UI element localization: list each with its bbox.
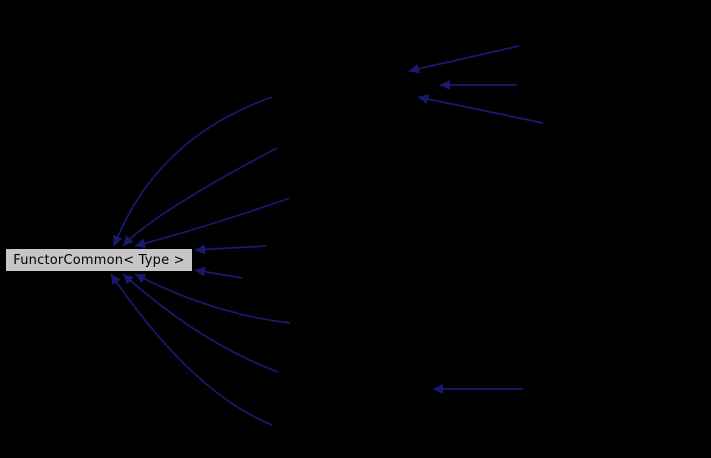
derived-arrow-2 [122, 147, 278, 247]
derived-arrow-7 [122, 273, 279, 373]
subderived-arrow-1 [408, 45, 520, 74]
derived-arrow-3 [134, 197, 291, 249]
node-label: FunctorCommon< Type > [13, 252, 185, 268]
derived-arrow-4 [194, 244, 267, 255]
derived-arrow-1 [112, 96, 273, 247]
derived-arrow-5 [194, 266, 243, 279]
node-functor-common[interactable]: FunctorCommon< Type > [5, 248, 193, 272]
derived-arrow-8 [110, 273, 273, 426]
derived-arrow-6 [134, 273, 291, 324]
subderived-arrow-3 [417, 94, 544, 124]
